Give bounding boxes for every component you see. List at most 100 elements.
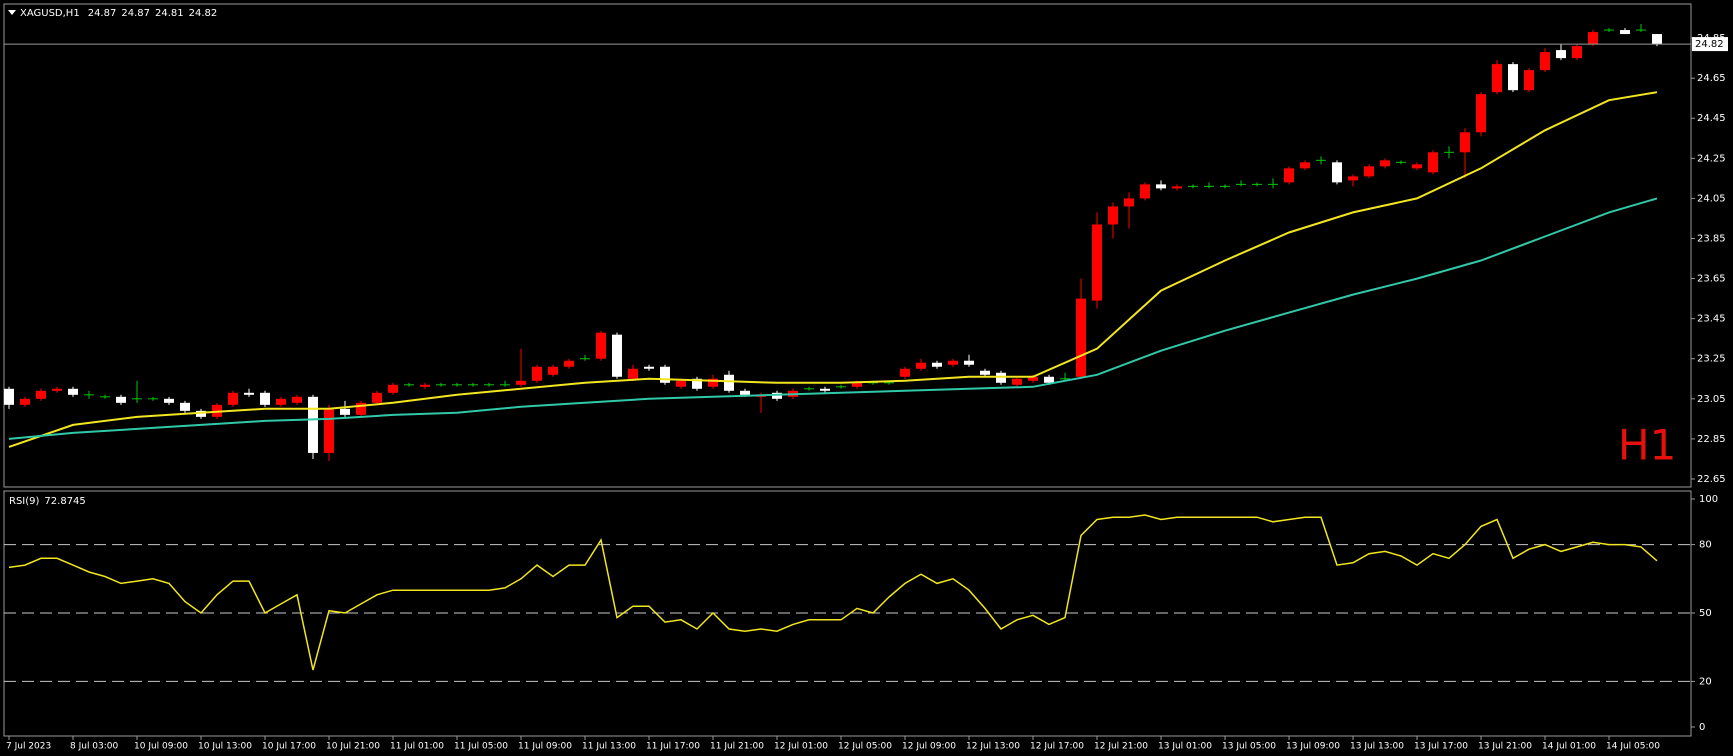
y-tick-label: 22.85 — [1697, 434, 1726, 445]
candle-body — [708, 378, 718, 387]
candle-body — [1524, 70, 1534, 91]
candle-body — [420, 384, 430, 387]
candle-body — [1556, 50, 1566, 59]
candle-body — [1300, 162, 1310, 169]
y-tick-label: 23.05 — [1697, 394, 1726, 405]
candle-body — [1380, 160, 1390, 167]
y-tick-label: 0 — [1699, 722, 1705, 733]
x-tick-label: 12 Jul 21:00 — [1094, 742, 1148, 752]
candle-body — [964, 360, 974, 365]
candle-body — [612, 334, 622, 377]
candle-body — [228, 392, 238, 405]
candle-body — [1044, 376, 1054, 383]
candle-body — [1332, 162, 1342, 183]
rsi-header: RSI(9) 72.8745 — [9, 496, 86, 507]
candle-body — [260, 392, 270, 405]
candle-body — [1620, 30, 1630, 35]
candle-body — [980, 370, 990, 375]
candle-body — [388, 384, 398, 393]
x-tick-label: 8 Jul 03:00 — [70, 742, 119, 752]
candle-body — [740, 390, 750, 395]
candle-body — [1108, 206, 1118, 225]
candle-body — [1076, 298, 1086, 377]
x-tick-label: 12 Jul 13:00 — [966, 742, 1020, 752]
y-tick-label: 20 — [1699, 676, 1712, 687]
x-tick-label: 11 Jul 17:00 — [646, 742, 700, 752]
y-tick-label: 24.45 — [1697, 113, 1726, 124]
x-tick-label: 11 Jul 01:00 — [390, 742, 444, 752]
candle-body — [692, 378, 702, 389]
candle-body — [1476, 94, 1486, 133]
candle-body — [1412, 164, 1422, 169]
candle-body — [596, 332, 606, 359]
y-tick-label: 23.65 — [1697, 274, 1726, 285]
rsi-line — [8, 514, 1658, 671]
rsi-title: RSI(9) — [9, 496, 40, 507]
x-tick-label: 10 Jul 17:00 — [262, 742, 316, 752]
x-tick-label: 14 Jul 01:00 — [1542, 742, 1596, 752]
x-tick-label: 11 Jul 13:00 — [582, 742, 636, 752]
y-tick-label: 24.25 — [1697, 153, 1726, 164]
candle-body — [724, 374, 734, 391]
candle-body — [1156, 184, 1166, 189]
candle-body — [68, 388, 78, 395]
candle-body — [548, 366, 558, 375]
candle-body — [516, 380, 526, 385]
candle-body — [1092, 224, 1102, 301]
y-tick-label: 24.05 — [1697, 193, 1726, 204]
candle-body — [164, 398, 174, 403]
last-price-box — [1692, 37, 1728, 52]
x-tick-label: 13 Jul 17:00 — [1414, 742, 1468, 752]
candle-body — [1652, 34, 1662, 45]
candle-body — [1428, 152, 1438, 173]
candle-body — [948, 360, 958, 365]
candle-body — [1588, 32, 1598, 45]
x-tick-label: 11 Jul 09:00 — [518, 742, 572, 752]
y-tick-label: 24.65 — [1697, 73, 1726, 84]
candle-body — [1140, 184, 1150, 199]
candle-body — [292, 396, 302, 403]
candle-body — [276, 398, 286, 405]
candle-body — [356, 402, 366, 415]
x-tick-label: 13 Jul 05:00 — [1222, 742, 1276, 752]
candle-body — [932, 362, 942, 367]
y-tick-label: 23.85 — [1697, 233, 1726, 244]
y-tick-label: 50 — [1699, 608, 1712, 619]
x-tick-label: 12 Jul 17:00 — [1030, 742, 1084, 752]
candle-body — [1364, 166, 1374, 177]
last-price-label: 24.82 — [1695, 39, 1724, 50]
moving-average — [8, 197, 1658, 440]
candle-body — [52, 388, 62, 391]
candle-body — [1172, 186, 1182, 189]
x-tick-label: 10 Jul 09:00 — [134, 742, 188, 752]
x-tick-label: 13 Jul 21:00 — [1478, 742, 1532, 752]
candle-body — [772, 392, 782, 399]
timeframe-label: H1 — [1618, 421, 1676, 470]
candle-body — [324, 408, 334, 453]
candle-body — [676, 380, 686, 387]
candle-body — [1492, 64, 1502, 93]
x-tick-label: 13 Jul 09:00 — [1286, 742, 1340, 752]
high-value: 24.87 — [121, 8, 150, 19]
close-value: 24.82 — [189, 8, 218, 19]
open-value: 24.87 — [88, 8, 117, 19]
y-tick-label: 100 — [1699, 494, 1718, 505]
candle-body — [916, 362, 926, 369]
y-tick-label: 80 — [1699, 540, 1712, 551]
x-tick-label: 12 Jul 09:00 — [902, 742, 956, 752]
candle-body — [1572, 46, 1582, 59]
candle-body — [1124, 198, 1134, 207]
candle-body — [1028, 376, 1038, 381]
candle-body — [660, 366, 670, 383]
main-panel — [3, 3, 1692, 488]
symbol: XAGUSD,H1 — [20, 8, 80, 19]
candle-body — [1012, 378, 1022, 385]
low-value: 24.81 — [155, 8, 184, 19]
candle-body — [1540, 52, 1550, 71]
candle-body — [644, 366, 654, 369]
candle-body — [532, 366, 542, 381]
candle-body — [900, 368, 910, 377]
x-tick-label: 10 Jul 13:00 — [198, 742, 252, 752]
x-tick-label: 10 Jul 21:00 — [326, 742, 380, 752]
